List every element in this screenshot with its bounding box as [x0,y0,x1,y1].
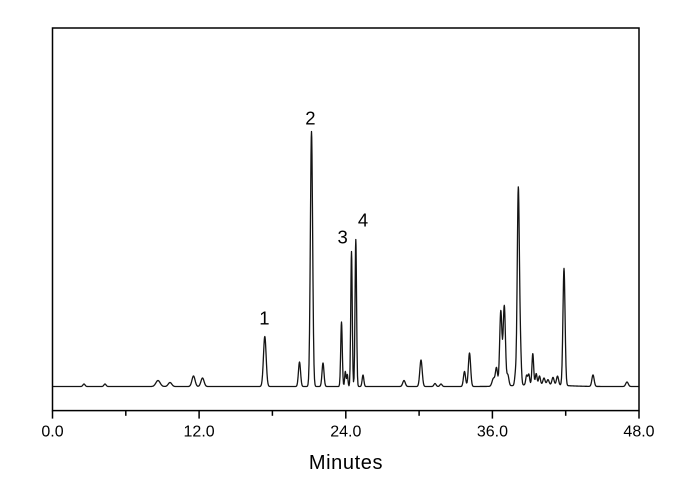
svg-text:3: 3 [337,227,347,248]
svg-text:Minutes: Minutes [309,452,383,474]
svg-text:12.0: 12.0 [184,424,215,441]
svg-text:36.0: 36.0 [477,424,508,441]
svg-text:24.0: 24.0 [330,424,361,441]
svg-text:48.0: 48.0 [623,424,654,441]
svg-text:0.0: 0.0 [41,424,63,441]
svg-text:1: 1 [259,308,269,329]
svg-text:2: 2 [305,108,315,129]
svg-text:4: 4 [358,209,368,230]
